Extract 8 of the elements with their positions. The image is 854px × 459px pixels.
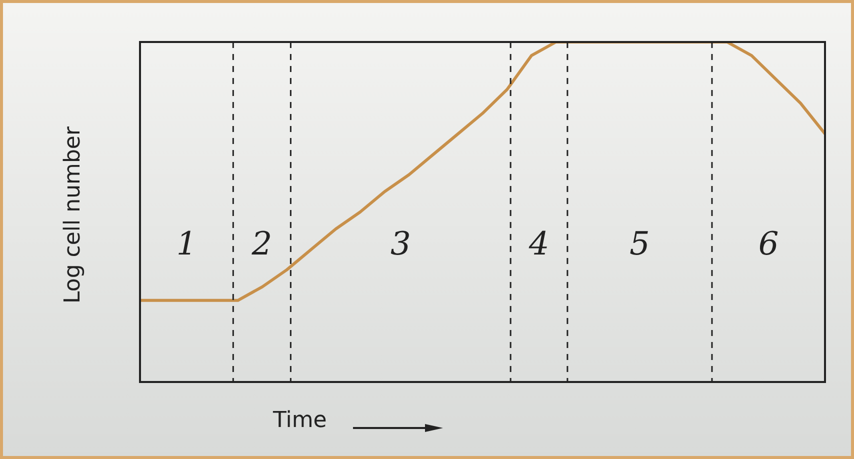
annotation: 1: [176, 224, 197, 262]
y-axis-title: Log cell number: [60, 126, 86, 304]
annotation: 2: [250, 224, 272, 262]
annotation: 3: [390, 224, 411, 262]
annotation: 4: [528, 224, 550, 262]
annotation: 5: [630, 224, 650, 262]
annotation: 6: [758, 224, 779, 262]
x-axis-title: Time: [273, 408, 327, 433]
